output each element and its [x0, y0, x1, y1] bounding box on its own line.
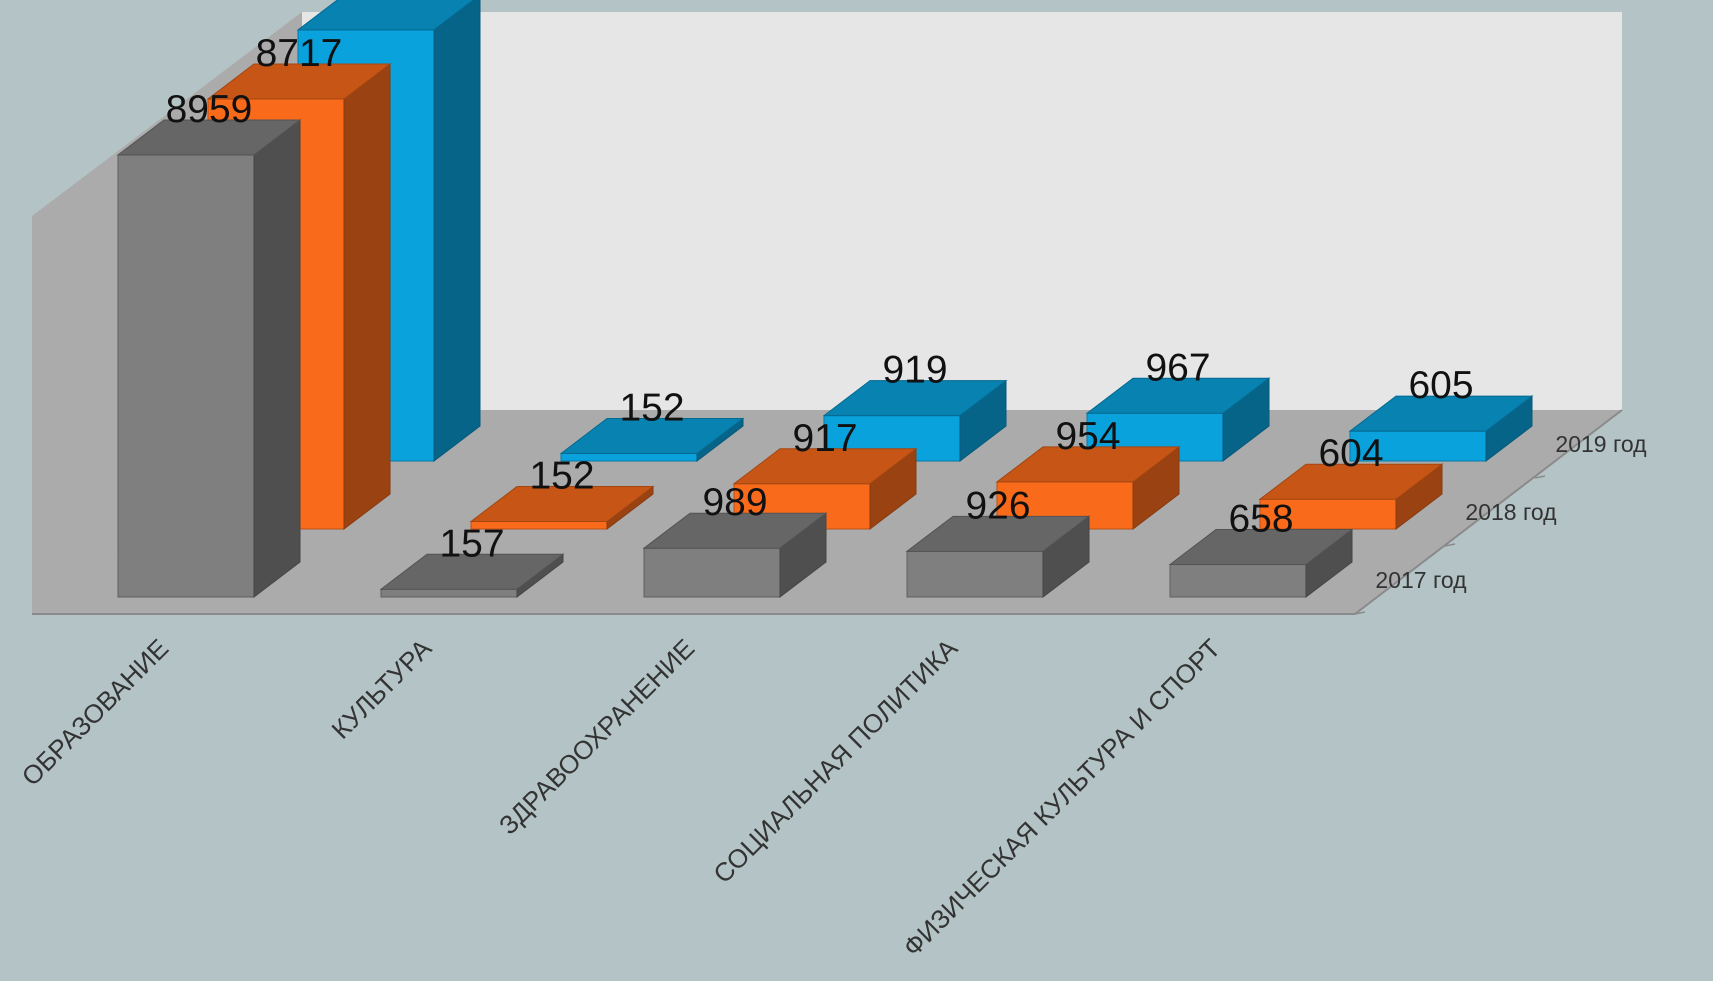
bar-top	[822, 380, 1008, 417]
data-label: 157	[439, 522, 504, 565]
bar-top	[1168, 529, 1354, 566]
bar-top	[1348, 395, 1534, 432]
data-label: 152	[619, 387, 684, 430]
bar-top	[995, 446, 1181, 483]
data-label: 658	[1228, 498, 1293, 541]
bar-front	[1259, 498, 1397, 530]
bar-front	[643, 547, 781, 598]
series-label: 2019 год	[1555, 431, 1647, 457]
bar-top	[1258, 463, 1444, 500]
bar-top	[469, 486, 655, 523]
bar-top	[296, 0, 475, 31]
bar-top	[1085, 377, 1271, 414]
category-label: ЗДРАВООХРАНЕНИЕ	[493, 633, 700, 840]
data-label: 605	[1408, 364, 1473, 407]
bar-2019-год-2	[822, 379, 1008, 463]
bar-2018-год-1	[469, 485, 655, 531]
bars-layer	[116, 0, 1534, 599]
bar-top	[732, 448, 918, 485]
depth-axis-line	[1354, 409, 1623, 615]
bar-side	[253, 119, 301, 599]
bar-side	[433, 0, 481, 463]
bar-front	[906, 550, 1044, 598]
bar-top	[905, 515, 1091, 552]
bar-2017-год-2	[642, 512, 828, 599]
bar-top	[116, 119, 302, 156]
data-label: 967	[1145, 346, 1210, 389]
bar-side	[343, 62, 391, 531]
back-wall	[302, 12, 1622, 410]
bar-front	[1349, 430, 1487, 462]
bar-2019-год-1	[559, 417, 745, 463]
data-label: 926	[965, 484, 1030, 527]
bar-front	[380, 588, 518, 598]
bar-2017-год-0	[116, 119, 302, 599]
bar-front	[117, 154, 255, 598]
bar-2018-год-4	[1258, 463, 1444, 531]
series-label: 2018 год	[1465, 499, 1557, 525]
bar-front	[1169, 564, 1307, 598]
category-label: КУЛЬТУРА	[326, 633, 438, 745]
data-label: 152	[529, 455, 594, 498]
bar-top	[206, 63, 392, 100]
category-label: ФИЗИЧЕСКАЯ КУЛЬТУРА И СПОРТ	[897, 633, 1226, 962]
bar-top	[559, 418, 745, 455]
data-label: 919	[882, 349, 947, 392]
bar-2017-год-4	[1168, 528, 1354, 599]
data-label: 954	[1055, 415, 1120, 458]
data-label: 8717	[256, 32, 343, 75]
bar-2017-год-1	[379, 553, 565, 599]
category-label: СОЦИАЛЬНАЯ ПОЛИТИКА	[707, 633, 963, 889]
bar-2019-год-4	[1348, 395, 1534, 463]
data-label: 989	[702, 481, 767, 524]
depth-tick	[1444, 543, 1456, 547]
bar-top	[379, 553, 565, 590]
data-label: 8959	[166, 88, 253, 131]
category-label: ОБРАЗОВАНИЕ	[16, 633, 175, 792]
depth-tick	[1354, 611, 1366, 615]
data-label: 917	[792, 417, 857, 460]
data-label: 8738	[346, 0, 433, 6]
series-label: 2017 год	[1375, 567, 1467, 593]
bar-top	[642, 512, 828, 549]
depth-tick	[1534, 475, 1546, 479]
data-label: 604	[1318, 432, 1383, 475]
bar-2017-год-3	[905, 515, 1091, 599]
